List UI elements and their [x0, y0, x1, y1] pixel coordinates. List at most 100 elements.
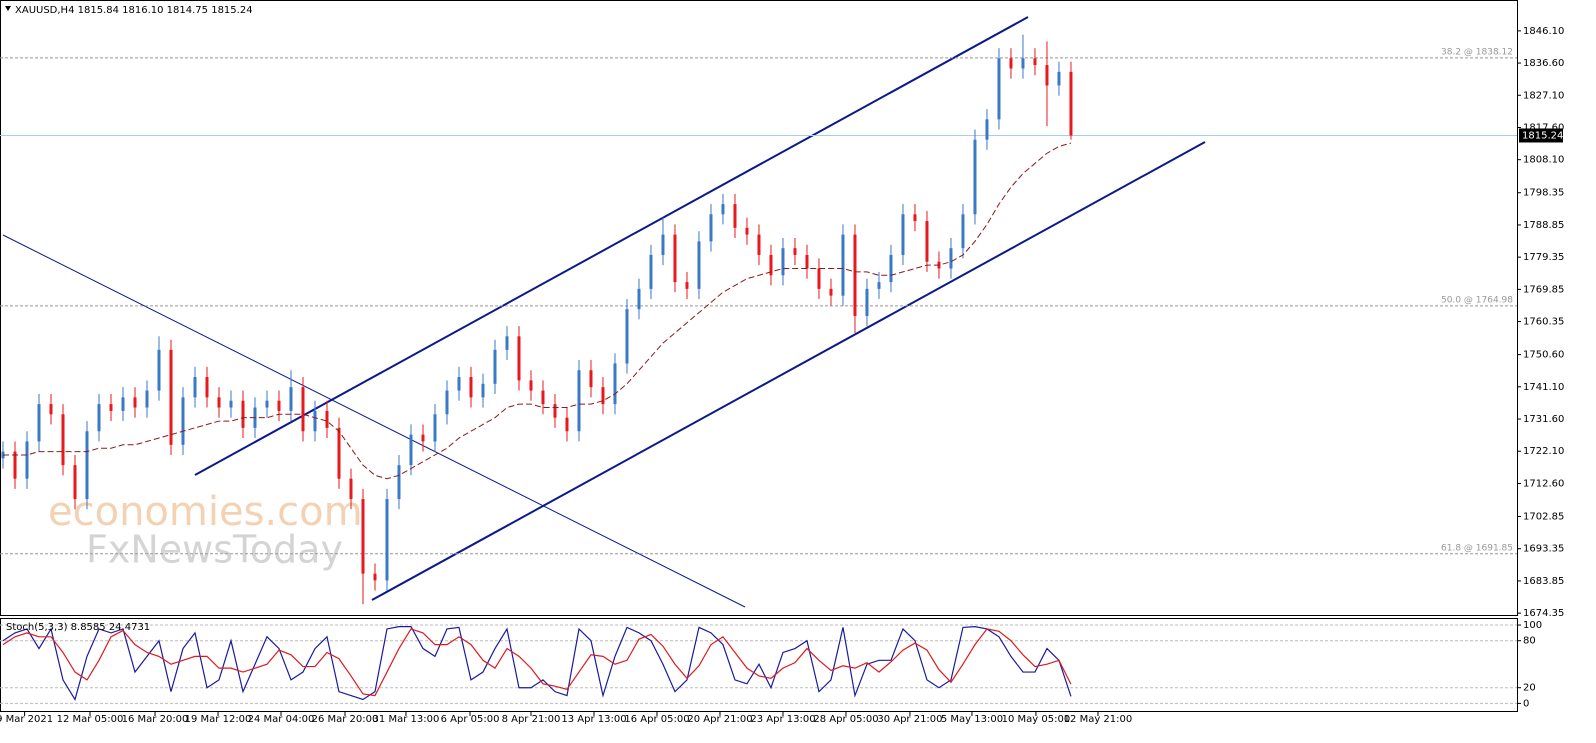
candle-body	[745, 227, 749, 235]
candle-body	[697, 241, 701, 289]
x-tick-label: 23 Apr 13:00	[750, 714, 815, 725]
trend-line	[2, 234, 746, 608]
candle-body	[157, 349, 161, 391]
candle-body	[337, 427, 341, 479]
candle-body	[829, 288, 833, 296]
candle-body	[397, 465, 401, 500]
y-tick-label: 1683.85	[1523, 576, 1564, 587]
candle-body	[973, 139, 977, 215]
x-tick-label: 31 Mar 13:00	[373, 714, 440, 725]
y-tick-label: 1836.60	[1523, 58, 1564, 69]
candle-body	[1045, 65, 1049, 86]
candle-body	[493, 349, 497, 384]
candle-body	[721, 204, 725, 215]
candle-body	[685, 282, 689, 289]
candle-body	[373, 573, 377, 581]
y-tick-label: 1827.10	[1523, 90, 1564, 101]
y-tick-label: 20	[1523, 683, 1536, 694]
indicator-title: Stoch(5,3,3) 8.8585 24.4731	[6, 622, 150, 633]
candle-body	[325, 410, 329, 428]
candle-body	[97, 404, 101, 432]
y-tick-label: 1702.85	[1523, 512, 1564, 523]
y-tick-label: 1741.10	[1523, 382, 1564, 393]
candle-body	[637, 288, 641, 310]
y-tick-label: 100	[1523, 620, 1542, 631]
candle-body	[901, 214, 905, 255]
candle-body	[349, 478, 353, 500]
candle-body	[481, 383, 485, 398]
candle-body	[757, 234, 761, 255]
x-tick-label: 28 Apr 05:00	[813, 714, 878, 725]
candle-body	[289, 387, 293, 411]
candle-body	[601, 387, 605, 405]
candle-body	[865, 288, 869, 316]
candle-body	[73, 465, 77, 500]
candle-body	[445, 390, 449, 415]
candle-body	[889, 254, 893, 283]
stoch-line	[2, 628, 1072, 697]
candle-body	[193, 377, 197, 398]
x-tick-label: 10 May 05:00	[1002, 714, 1071, 725]
watermark: FxNewsToday	[86, 528, 343, 572]
candle-body	[301, 387, 305, 432]
x-tick-label: 6 Apr 05:00	[441, 714, 500, 725]
candle-body	[985, 119, 989, 140]
candle-body	[265, 400, 269, 408]
candle-body	[313, 410, 317, 432]
moving-average	[2, 142, 1072, 480]
candle-body	[457, 377, 461, 391]
candle-body	[361, 499, 365, 574]
candle-body	[1069, 71, 1073, 136]
candle-body	[961, 214, 965, 249]
candle-body	[733, 204, 737, 228]
x-tick-label: 8 Apr 21:00	[502, 714, 561, 725]
candle-body	[517, 336, 521, 381]
y-tick-label: 1769.85	[1523, 284, 1564, 295]
fib-label: 50.0 @ 1764.98	[1441, 295, 1513, 305]
candle-body	[37, 404, 41, 442]
x-tick-label: 12 Mar 05:00	[57, 714, 124, 725]
y-tick-label: 0	[1523, 698, 1529, 709]
candle-body	[877, 282, 881, 289]
candle-body	[121, 397, 125, 411]
candle-body	[649, 254, 653, 289]
y-tick-label: 1817.60	[1523, 122, 1564, 133]
candle-body	[109, 404, 113, 411]
candle-body	[169, 349, 173, 445]
candle-body	[217, 397, 221, 408]
x-tick-label: 12 May 21:00	[1064, 714, 1133, 725]
candle-body	[49, 404, 53, 415]
y-tick-label: 1779.35	[1523, 252, 1564, 263]
bid-label: 1815.24	[1522, 130, 1563, 141]
x-tick-label: 26 Mar 20:00	[312, 714, 379, 725]
y-tick-label: 1712.60	[1523, 478, 1564, 489]
candle-body	[241, 400, 245, 428]
candle-body	[1009, 58, 1013, 69]
candle-body	[589, 370, 593, 388]
candle-body	[433, 414, 437, 442]
x-tick-label: 16 Apr 05:00	[624, 714, 689, 725]
candle-body	[541, 390, 545, 405]
watermark: economies.com	[48, 489, 363, 535]
x-tick-label: 13 Apr 13:00	[561, 714, 626, 725]
stoch-line	[2, 626, 1072, 701]
channel-lower	[371, 141, 1206, 601]
y-tick-label: 1788.85	[1523, 220, 1564, 231]
candle-body	[145, 390, 149, 408]
fib-label: 61.8 @ 1691.85	[1441, 543, 1513, 553]
y-tick-label: 1674.35	[1523, 608, 1564, 619]
candle-body	[781, 248, 785, 276]
candle-body	[577, 370, 581, 432]
plot: 1846.10 1836.60 1827.10 1817.60 1808.10 1798.…	[0, 26, 1564, 725]
candle-body	[805, 254, 809, 269]
chart-title: XAUUSD,H4 1815.84 1816.10 1814.75 1815.2…	[15, 5, 253, 16]
candle-body	[565, 417, 569, 432]
candle-body	[277, 400, 281, 411]
candle-body	[841, 234, 845, 296]
y-tick-label: 80	[1523, 636, 1536, 647]
bid-label-box	[1519, 128, 1563, 143]
y-tick-label: 1808.10	[1523, 155, 1564, 166]
candle-body	[853, 234, 857, 316]
x-tick-label: 16 Mar 20:00	[122, 714, 189, 725]
candle-body	[181, 397, 185, 445]
